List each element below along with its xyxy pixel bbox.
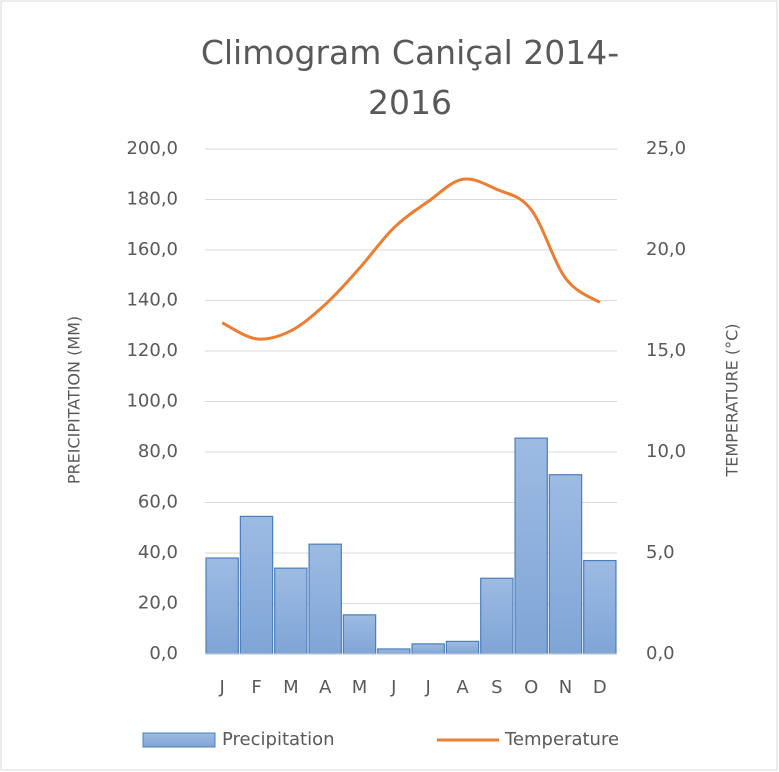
y2-tick-label: 10,0 bbox=[646, 441, 686, 462]
legend-label: Precipitation bbox=[222, 729, 335, 750]
y-axis-label: PREICIPITATION (MM) bbox=[65, 316, 84, 484]
bar bbox=[342, 614, 377, 655]
x-tick-label: N bbox=[559, 677, 572, 698]
x-tick-label: D bbox=[593, 677, 607, 698]
bar bbox=[514, 437, 548, 655]
y-tick-label: 160,0 bbox=[126, 239, 178, 260]
bar bbox=[480, 577, 514, 655]
x-tick-label: M bbox=[352, 677, 368, 698]
y2-tick-label: 20,0 bbox=[646, 239, 686, 260]
y2-tick-label: 5,0 bbox=[646, 542, 675, 563]
bar bbox=[274, 567, 308, 655]
x-tick-label: J bbox=[425, 677, 431, 698]
bar bbox=[583, 559, 617, 655]
bar bbox=[411, 643, 445, 655]
x-tick-label: A bbox=[319, 677, 332, 698]
y-tick-label: 100,0 bbox=[126, 391, 178, 412]
bar bbox=[445, 640, 480, 655]
y-tick-label: 180,0 bbox=[126, 189, 178, 210]
y-tick-label: 80,0 bbox=[138, 441, 178, 462]
y-tick-label: 120,0 bbox=[126, 340, 178, 361]
legend-swatch bbox=[142, 732, 216, 748]
bar bbox=[205, 557, 239, 655]
y-tick-label: 200,0 bbox=[126, 138, 178, 159]
y-tick-label: 140,0 bbox=[126, 290, 178, 311]
bar bbox=[377, 648, 411, 655]
x-tick-label: M bbox=[283, 677, 299, 698]
x-tick-label: O bbox=[524, 677, 538, 698]
x-tick-label: J bbox=[219, 677, 225, 698]
y2-axis-label: TEMPERATURE (°C) bbox=[723, 323, 742, 477]
legend-label: Temperature bbox=[504, 729, 619, 750]
x-tick-label: A bbox=[456, 677, 469, 698]
bar bbox=[239, 515, 274, 655]
y-tick-label: 0,0 bbox=[149, 643, 178, 664]
y-tick-label: 40,0 bbox=[138, 542, 178, 563]
chart-title: Climogram Caniçal 2014-2016 bbox=[200, 33, 620, 122]
y2-tick-label: 25,0 bbox=[646, 138, 686, 159]
y-tick-label: 60,0 bbox=[138, 492, 178, 513]
x-tick-label: S bbox=[491, 677, 502, 698]
y2-tick-label: 0,0 bbox=[646, 643, 675, 664]
temperature-line bbox=[221, 177, 601, 341]
y-tick-label: 20,0 bbox=[138, 593, 178, 614]
x-tick-label: J bbox=[390, 677, 396, 698]
y2-tick-label: 15,0 bbox=[646, 340, 686, 361]
x-tick-label: F bbox=[251, 677, 261, 698]
bar bbox=[548, 474, 583, 655]
bar bbox=[308, 543, 342, 655]
